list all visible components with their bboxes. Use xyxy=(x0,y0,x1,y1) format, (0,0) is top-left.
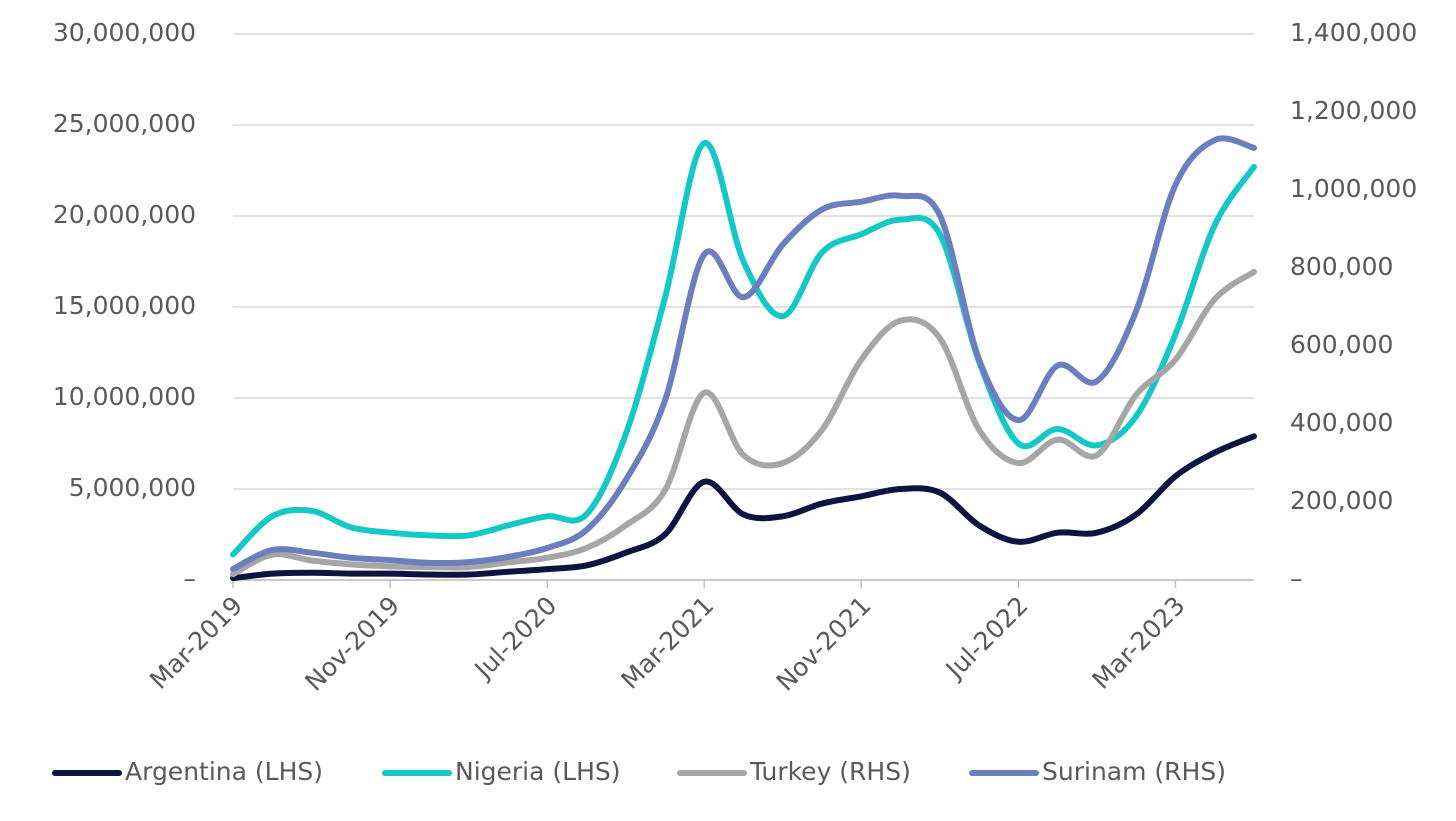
legend-label: Nigeria (LHS) xyxy=(455,757,621,786)
y2-tick-label: 800,000 xyxy=(1290,252,1393,281)
x-tick-label: Nov-2021 xyxy=(771,591,877,697)
y2-tick-label: – xyxy=(1290,564,1303,593)
legend-label: Argentina (LHS) xyxy=(125,757,323,786)
y2-tick-label: 1,000,000 xyxy=(1290,174,1417,203)
x-tick-label: Jul-2022 xyxy=(939,591,1034,686)
y2-tick-label: 200,000 xyxy=(1290,486,1393,515)
series-line xyxy=(230,140,1257,558)
y-tick-label: – xyxy=(184,564,197,593)
x-tick-label: Mar-2021 xyxy=(615,591,719,695)
x-tick-label: Mar-2023 xyxy=(1087,591,1191,695)
y-tick-label: 5,000,000 xyxy=(69,473,196,502)
series-line xyxy=(230,135,1257,573)
y-tick-label: 10,000,000 xyxy=(53,382,196,411)
y2-tick-label: 400,000 xyxy=(1290,408,1393,437)
y-tick-label: 25,000,000 xyxy=(53,109,196,138)
series-line xyxy=(230,433,1257,582)
series-line xyxy=(230,268,1257,578)
legend-label: Turkey (RHS) xyxy=(749,757,911,786)
x-tick-label: Jul-2020 xyxy=(468,591,563,686)
y2-tick-label: 600,000 xyxy=(1290,330,1393,359)
y-tick-label: 20,000,000 xyxy=(53,200,196,229)
y-tick-label: 30,000,000 xyxy=(53,18,196,47)
x-tick-label: Nov-2019 xyxy=(299,591,405,697)
y2-tick-label: 1,200,000 xyxy=(1290,96,1417,125)
legend-label: Surinam (RHS) xyxy=(1042,757,1226,786)
y2-tick-label: 1,400,000 xyxy=(1290,18,1417,47)
x-tick-label: Mar-2019 xyxy=(144,591,248,695)
y-tick-label: 15,000,000 xyxy=(53,291,196,320)
